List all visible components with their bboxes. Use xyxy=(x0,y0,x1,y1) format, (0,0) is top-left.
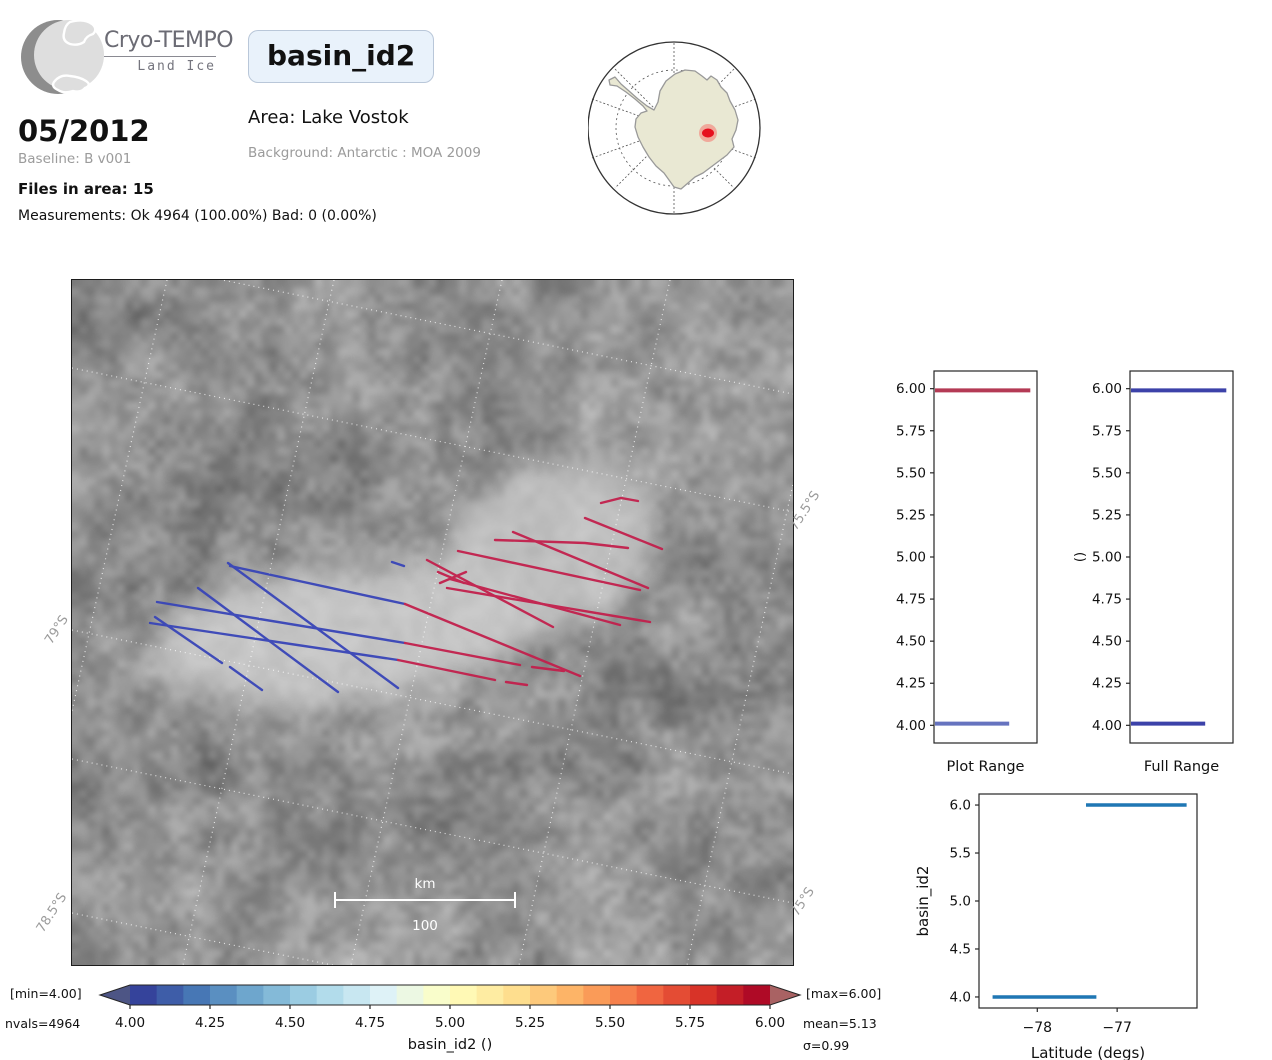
track-basin-6 xyxy=(403,641,522,667)
svg-text:4.00: 4.00 xyxy=(115,1015,145,1031)
svg-text:4.75: 4.75 xyxy=(896,592,926,608)
svg-text:5.50: 5.50 xyxy=(595,1015,625,1031)
scalebar-unit: km xyxy=(415,876,436,892)
svg-text:Plot Range: Plot Range xyxy=(947,759,1025,775)
svg-text:5.25: 5.25 xyxy=(1092,507,1122,523)
svg-text:−77: −77 xyxy=(1102,1020,1132,1036)
plot-range-chart: 4.00 4.25 4.50 4.75 5.00 5.25 5.50 5.75 6.00 Plot… xyxy=(896,370,1038,775)
date-label: 05/2012 xyxy=(18,114,150,148)
measurement-tracks xyxy=(148,496,664,694)
background-label: Background: Antarctic : MOA 2009 xyxy=(248,145,481,161)
map-overlay: km 100 xyxy=(72,280,793,965)
track-basin-6 xyxy=(583,516,664,551)
svg-text:−78: −78 xyxy=(1023,1020,1053,1036)
parameter-badge[interactable]: basin_id2 xyxy=(248,30,435,83)
logo-text: Cryo-TEMPO Land Ice xyxy=(104,28,234,74)
area-label: Area: Lake Vostok xyxy=(248,107,409,128)
svg-text:(): () xyxy=(1073,552,1088,562)
svg-text:6.00: 6.00 xyxy=(755,1015,785,1031)
latitude-label: 79°S xyxy=(42,612,72,648)
svg-text:6.00: 6.00 xyxy=(1092,381,1122,397)
track-basin-6 xyxy=(511,530,650,590)
svg-text:5.00: 5.00 xyxy=(1092,550,1122,566)
svg-text:5.00: 5.00 xyxy=(896,550,926,566)
files-in-area-label: Files in area: 15 xyxy=(18,180,154,198)
svg-text:5.25: 5.25 xyxy=(515,1015,545,1031)
track-basin-4 xyxy=(153,615,224,665)
location-marker xyxy=(702,128,714,138)
svg-text:4.00: 4.00 xyxy=(896,718,926,734)
track-basin-6 xyxy=(599,496,640,505)
svg-text:5.75: 5.75 xyxy=(896,423,926,439)
svg-text:5.75: 5.75 xyxy=(1092,423,1122,439)
logo-landmass-south xyxy=(51,74,90,94)
svg-text:4.50: 4.50 xyxy=(275,1015,305,1031)
svg-text:4.25: 4.25 xyxy=(896,676,926,692)
colorbar-max-label: [max=6.00] xyxy=(806,986,882,1001)
track-basin-6 xyxy=(504,680,529,687)
latitude-label: 78.5°S xyxy=(33,890,71,936)
svg-text:6.00: 6.00 xyxy=(896,381,926,397)
logo-title: Cryo-TEMPO xyxy=(104,28,234,53)
track-basin-6 xyxy=(438,570,468,585)
svg-text:4.50: 4.50 xyxy=(1092,634,1122,650)
antarctica-locator-map xyxy=(588,41,761,215)
track-basin-6 xyxy=(403,602,582,678)
colorbar-mean-label: mean=5.13 xyxy=(803,1016,877,1031)
track-basin-6 xyxy=(425,558,555,629)
cryo-tempo-logo-icon xyxy=(21,19,104,94)
baseline-label: Baseline: B v001 xyxy=(18,151,132,167)
svg-text:6.0: 6.0 xyxy=(950,798,971,814)
track-basin-4 xyxy=(228,564,407,606)
svg-text:4.0: 4.0 xyxy=(950,989,971,1005)
svg-text:basin_id2 (): basin_id2 () xyxy=(408,1037,493,1053)
svg-text:5.50: 5.50 xyxy=(896,465,926,481)
track-basin-6 xyxy=(530,665,566,673)
logo-block xyxy=(18,10,318,110)
track-basin-6 xyxy=(493,538,630,550)
svg-text:Latitude (degs): Latitude (degs) xyxy=(1031,1044,1145,1060)
svg-text:Full Range: Full Range xyxy=(1144,759,1219,775)
svg-text:4.25: 4.25 xyxy=(195,1015,225,1031)
antarctica-outline xyxy=(608,69,739,190)
colorbar-nvals-label: nvals=4964 xyxy=(5,1016,81,1031)
map-graticule xyxy=(72,280,793,965)
main-map: km 100 xyxy=(71,279,794,966)
track-basin-4 xyxy=(390,560,406,568)
measurements-label: Measurements: Ok 4964 (100.00%) Bad: 0 (… xyxy=(18,208,377,224)
full-range-chart: 4.00 4.25 4.50 4.75 5.00 5.25 5.50 5.75 6.00 Full… xyxy=(1073,370,1234,775)
svg-text:basin_id2: basin_id2 xyxy=(914,866,933,937)
svg-text:4.75: 4.75 xyxy=(355,1015,385,1031)
track-basin-4 xyxy=(155,600,407,645)
colorbar-min-label: [min=4.00] xyxy=(10,986,82,1001)
latitude-profile-chart: 4.0 4.5 5.0 5.5 6.0 −78 −77 Latitude (degs) basi… xyxy=(914,793,1198,1060)
track-basin-6 xyxy=(456,549,642,592)
colorbar: 4.00 4.25 4.50 4.75 5.00 5.25 5.50 5.75 6.00 basi… xyxy=(98,984,802,1053)
svg-text:4.5: 4.5 xyxy=(950,941,971,957)
map-scalebar xyxy=(334,892,516,908)
scalebar-length: 100 xyxy=(412,918,438,934)
map-background-canvas xyxy=(72,280,793,965)
svg-text:4.50: 4.50 xyxy=(896,634,926,650)
track-basin-4 xyxy=(228,665,264,692)
track-basin-6 xyxy=(396,658,497,682)
colorbar-sigma-label: σ=0.99 xyxy=(803,1038,850,1053)
svg-text:4.00: 4.00 xyxy=(1092,718,1122,734)
track-basin-4 xyxy=(226,561,400,690)
svg-text:5.00: 5.00 xyxy=(435,1015,465,1031)
svg-text:4.25: 4.25 xyxy=(1092,676,1122,692)
svg-text:5.25: 5.25 xyxy=(896,507,926,523)
svg-text:5.5: 5.5 xyxy=(950,846,971,862)
track-basin-4 xyxy=(148,621,400,662)
logo-subtitle: Land Ice xyxy=(137,59,216,74)
logo-divider xyxy=(104,56,216,57)
svg-text:5.50: 5.50 xyxy=(1092,465,1122,481)
svg-text:5.0: 5.0 xyxy=(950,894,971,910)
svg-text:5.75: 5.75 xyxy=(675,1015,705,1031)
locator-frame xyxy=(588,41,761,215)
svg-text:4.75: 4.75 xyxy=(1092,592,1122,608)
logo-landmass-north xyxy=(62,19,97,46)
